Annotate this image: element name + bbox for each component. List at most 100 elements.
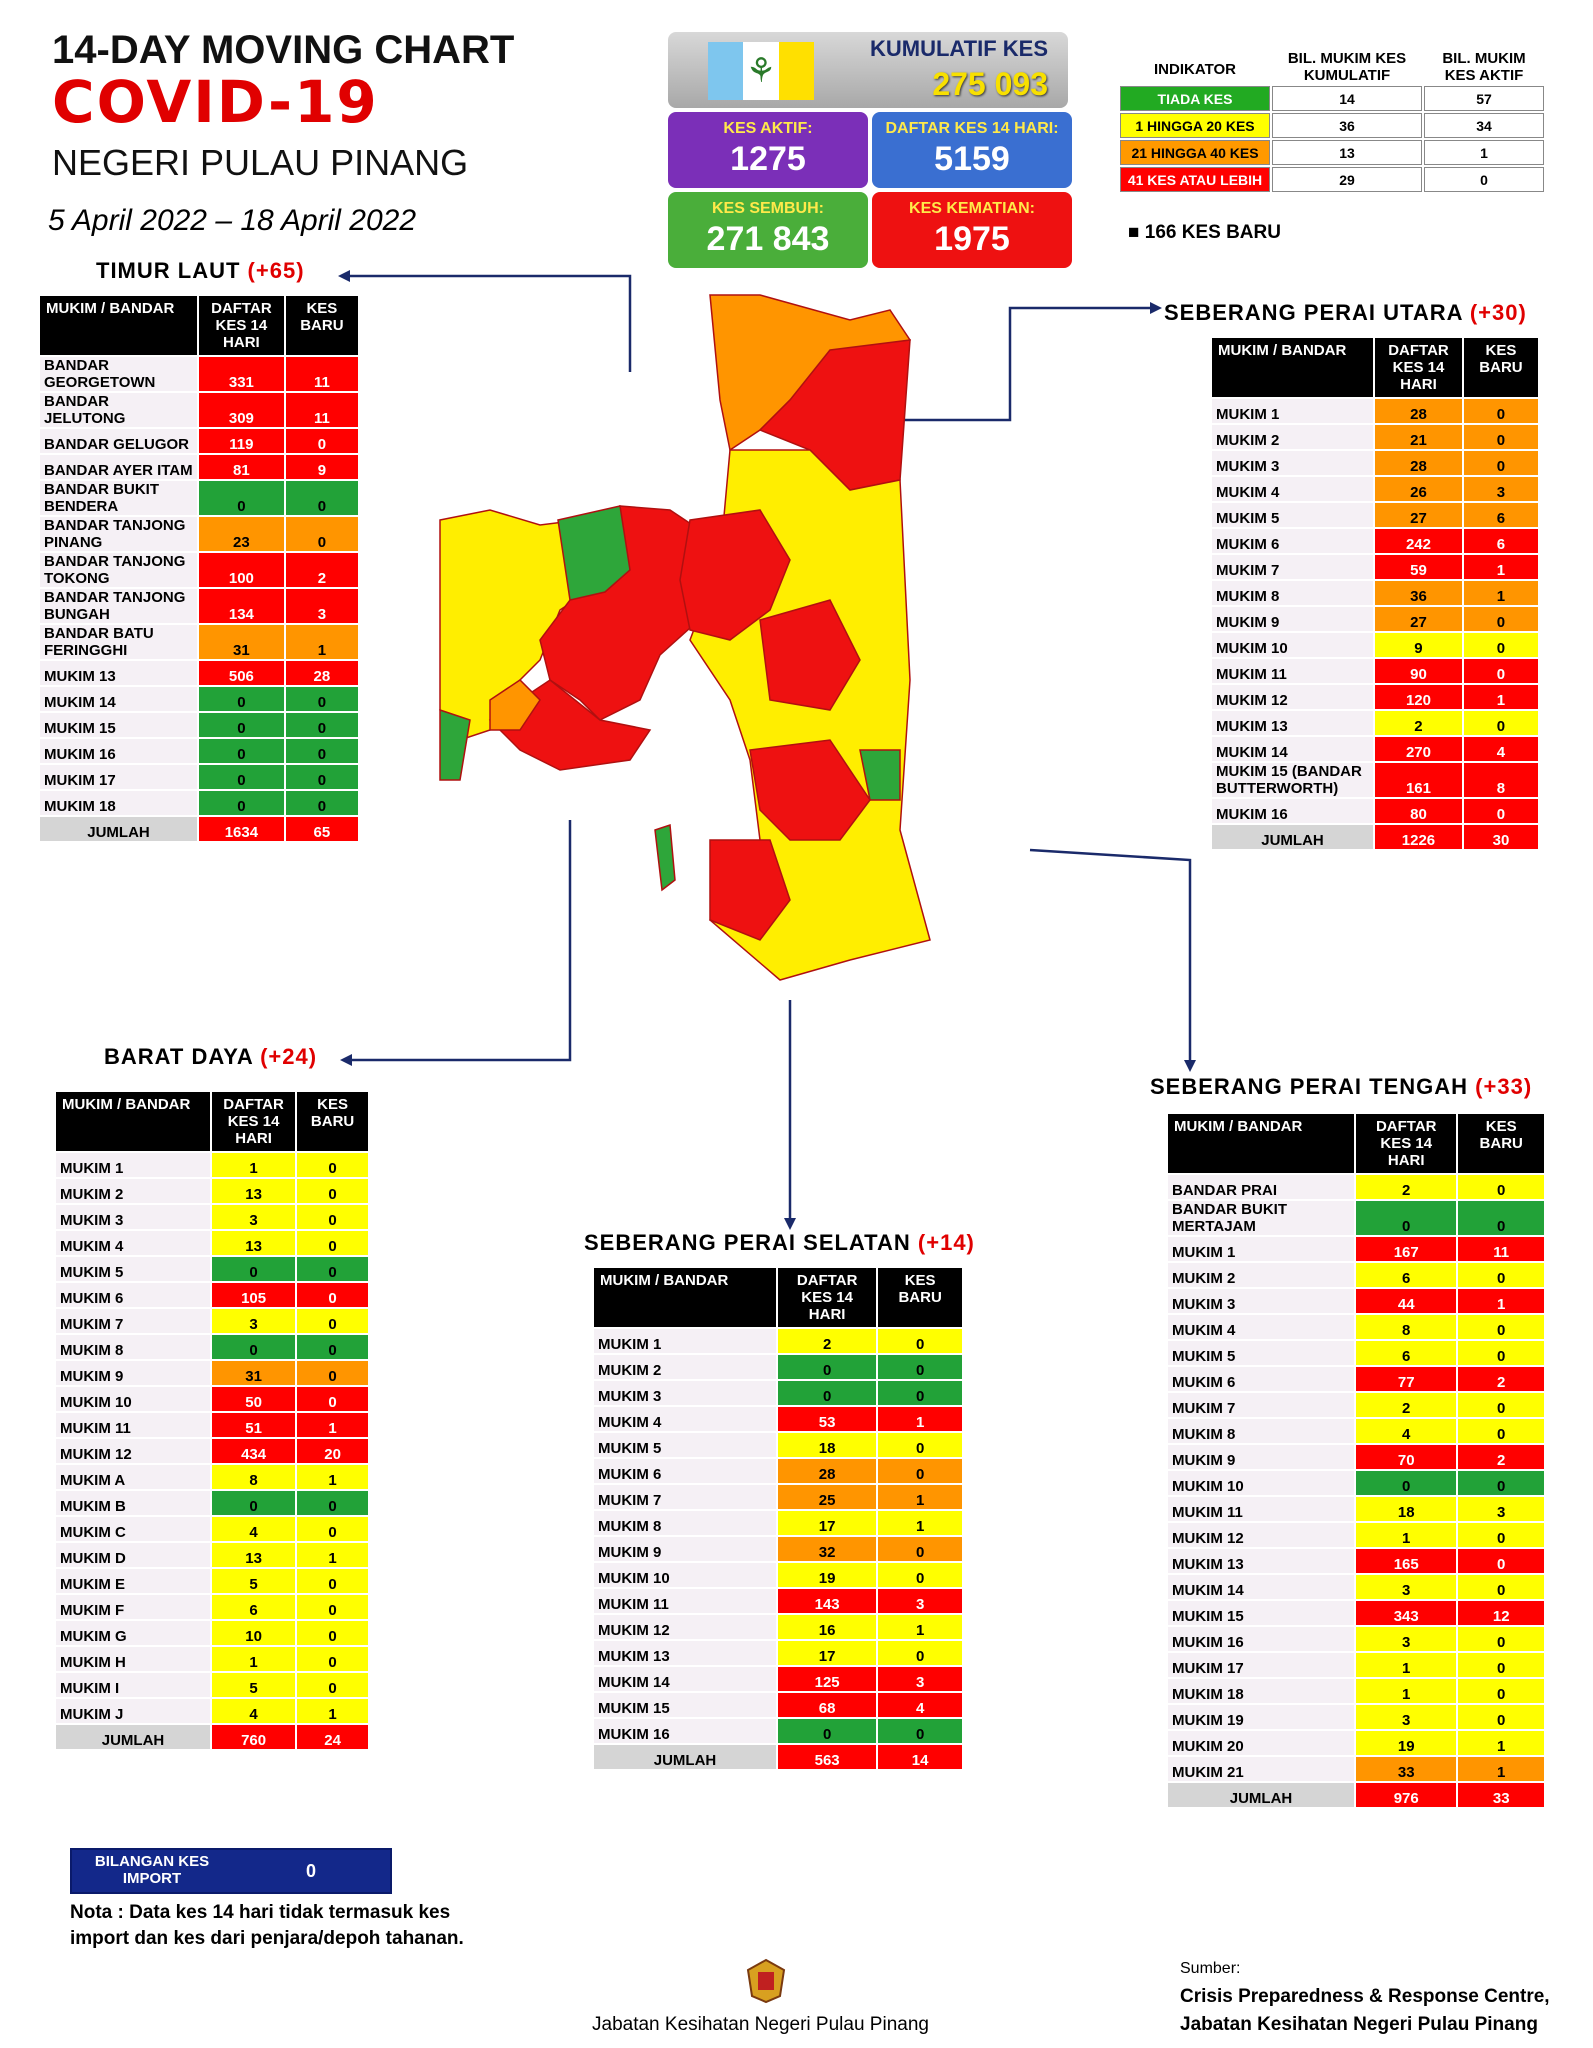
import-label: BILANGAN KES IMPORT — [72, 1850, 232, 1892]
daftar-kes-cell: 31 — [199, 625, 284, 659]
mukim-name: MUKIM 1 — [1168, 1237, 1354, 1261]
spt-table: MUKIM / BANDAR DAFTAR KES 14 HARI KES BARU… — [1166, 1112, 1546, 1809]
kes-baru-cell: 0 — [878, 1433, 962, 1457]
kes-baru-cell: 1 — [878, 1485, 962, 1509]
kes-baru-cell: 0 — [1458, 1175, 1544, 1199]
indicator-cell: 14 — [1272, 86, 1422, 111]
table-header: DAFTAR KES 14 HARI — [778, 1268, 877, 1327]
table-header: MUKIM / BANDAR — [594, 1268, 776, 1327]
kes-baru-cell: 0 — [285, 765, 358, 789]
table-header: DAFTAR KES 14 HARI — [212, 1092, 296, 1151]
kes-baru-cell: 0 — [297, 1673, 368, 1697]
barat-daya-table: MUKIM / BANDAR DAFTAR KES 14 HARI KES BARU… — [54, 1090, 370, 1751]
mukim-name: MUKIM 11 — [1168, 1497, 1354, 1521]
kes-baru-cell: 0 — [285, 429, 358, 453]
table-row: MUKIM 4 26 3 — [1212, 477, 1538, 501]
mukim-name: BANDAR BATU FERINGGHI — [40, 625, 197, 659]
barat-daya-title: BARAT DAYA (+24) — [104, 1044, 318, 1069]
kes-baru-cell: 4 — [1463, 737, 1538, 761]
kes-baru-cell: 0 — [1458, 1627, 1544, 1651]
daftar-kes-cell: 0 — [199, 481, 284, 515]
daftar-kes-cell: 0 — [199, 791, 284, 815]
table-row: MUKIM 14 125 3 — [594, 1667, 962, 1691]
daftar-kes-cell: 3 — [212, 1309, 296, 1333]
mukim-name: JUMLAH — [56, 1725, 210, 1749]
mukim-name: BANDAR BUKIT BENDERA — [40, 481, 197, 515]
daftar-kes-cell: 563 — [778, 1745, 877, 1769]
kes-baru-cell: 0 — [285, 687, 358, 711]
table-row: MUKIM 6 28 0 — [594, 1459, 962, 1483]
daftar-kes-cell: 2 — [1375, 711, 1462, 735]
table-row: MUKIM 11 18 3 — [1168, 1497, 1544, 1521]
kes-baru-cell: 0 — [1458, 1341, 1544, 1365]
active-value: 1275 — [730, 140, 806, 178]
mukim-name: MUKIM G — [56, 1621, 210, 1645]
daftar-kes-cell: 28 — [778, 1459, 877, 1483]
kes-baru-cell: 0 — [1458, 1201, 1544, 1235]
spu-title: SEBERANG PERAI UTARA (+30) — [1164, 300, 1527, 325]
table-row: MUKIM 15 68 4 — [594, 1693, 962, 1717]
mukim-name: MUKIM 16 — [1168, 1627, 1354, 1651]
kes-baru-cell: 1 — [1458, 1731, 1544, 1755]
daftar-kes-cell: 53 — [778, 1407, 877, 1431]
mukim-name: MUKIM 12 — [1212, 685, 1373, 709]
table-row: MUKIM 5 18 0 — [594, 1433, 962, 1457]
table-row: BANDAR TANJONG BUNGAH 134 3 — [40, 589, 358, 623]
table-row: BANDAR GEORGETOWN 331 11 — [40, 357, 358, 391]
table-row: MUKIM D 13 1 — [56, 1543, 368, 1567]
mukim-name: MUKIM 12 — [56, 1439, 210, 1463]
timur-laut-title: TIMUR LAUT (+65) — [96, 258, 305, 283]
daftar-kes-cell: 343 — [1356, 1601, 1457, 1625]
kes-baru-cell: 1 — [1463, 555, 1538, 579]
daftar-kes-cell: 4 — [1356, 1419, 1457, 1443]
mukim-name: MUKIM 9 — [1168, 1445, 1354, 1469]
covid-title: COVID-19 — [52, 68, 379, 136]
kes-baru-cell: 12 — [1458, 1601, 1544, 1625]
daftar-kes-cell: 134 — [199, 589, 284, 623]
daftar-kes-cell: 2 — [1356, 1175, 1457, 1199]
daftar-kes-cell: 33 — [1356, 1757, 1457, 1781]
mukim-name: MUKIM 6 — [594, 1459, 776, 1483]
mukim-name: MUKIM 11 — [56, 1413, 210, 1437]
mukim-name: MUKIM 14 — [1212, 737, 1373, 761]
14day-cases-box: DAFTAR KES 14 HARI: 5159 — [872, 112, 1072, 188]
kes-baru-cell: 8 — [1463, 763, 1538, 797]
daftar-kes-cell: 8 — [212, 1465, 296, 1489]
mukim-name: MUKIM 9 — [594, 1537, 776, 1561]
daftar-kes-cell: 5 — [212, 1569, 296, 1593]
mukim-name: MUKIM 7 — [594, 1485, 776, 1509]
mukim-name: MUKIM 11 — [594, 1589, 776, 1613]
kes-baru-cell: 0 — [297, 1231, 368, 1255]
daftar-kes-cell: 120 — [1375, 685, 1462, 709]
mukim-name: MUKIM 8 — [594, 1511, 776, 1535]
kes-baru-cell: 3 — [1458, 1497, 1544, 1521]
mukim-name: MUKIM 21 — [1168, 1757, 1354, 1781]
mukim-name: MUKIM 16 — [1212, 799, 1373, 823]
table-row: MUKIM 6 105 0 — [56, 1283, 368, 1307]
mukim-name: BANDAR AYER ITAM — [40, 455, 197, 479]
mukim-name: MUKIM 12 — [1168, 1523, 1354, 1547]
daftar-kes-cell: 13 — [212, 1543, 296, 1567]
daftar-kes-cell: 105 — [212, 1283, 296, 1307]
kes-baru-cell: 11 — [285, 357, 358, 391]
kes-baru-cell: 11 — [1458, 1237, 1544, 1261]
mukim-name: MUKIM B — [56, 1491, 210, 1515]
table-row: MUKIM 17 1 0 — [1168, 1653, 1544, 1677]
kes-baru-cell: 0 — [1458, 1679, 1544, 1703]
map-mainland-red-south — [749, 739, 871, 841]
daftar-kes-cell: 976 — [1356, 1783, 1457, 1807]
mukim-name: MUKIM 3 — [1168, 1289, 1354, 1313]
table-row: MUKIM 1 28 0 — [1212, 399, 1538, 423]
mukim-name: MUKIM 3 — [56, 1205, 210, 1229]
table-row: MUKIM 4 13 0 — [56, 1231, 368, 1255]
recovered-label: KES SEMBUH: — [711, 200, 824, 217]
table-row: MUKIM 3 28 0 — [1212, 451, 1538, 475]
daftar-kes-cell: 28 — [1375, 451, 1462, 475]
14day-value: 5159 — [934, 140, 1010, 178]
mukim-name: MUKIM 5 — [594, 1433, 776, 1457]
daftar-kes-cell: 13 — [212, 1231, 296, 1255]
total-row: JUMLAH 976 33 — [1168, 1783, 1544, 1807]
